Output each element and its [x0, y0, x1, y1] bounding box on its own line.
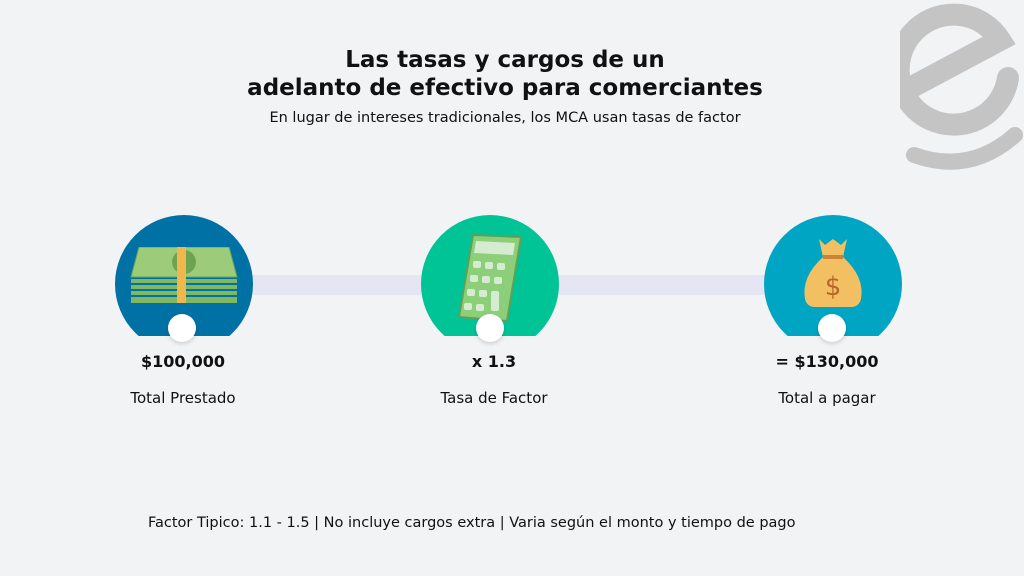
step-label: Tasa de Factor — [440, 389, 548, 407]
page-title: Las tasas y cargos de un adelanto de efec… — [0, 46, 1010, 102]
step-value: $100,000 — [140, 352, 225, 371]
step-dot — [476, 314, 504, 342]
step-dot — [168, 314, 196, 342]
calculator-icon — [457, 233, 523, 323]
footer-note: Factor Tipico: 1.1 - 1.5 | No incluye ca… — [148, 515, 796, 531]
step-value: = $130,000 — [775, 352, 879, 371]
step-tasa-factor — [420, 215, 560, 336]
money-stack-icon — [130, 247, 238, 303]
svg-text:$: $ — [825, 272, 842, 302]
title-line-2: adelanto de efectivo para comerciantes — [247, 75, 763, 101]
step-total-prestado — [114, 215, 254, 336]
step-label: Total Prestado — [130, 389, 236, 407]
step-value: x 1.3 — [471, 352, 517, 371]
logo-e-icon — [900, 3, 1023, 170]
subtitle: En lugar de intereses tradicionales, los… — [269, 110, 741, 126]
step-dot — [818, 314, 846, 342]
money-bag-icon: $ — [804, 239, 862, 307]
title-line-1: Las tasas y cargos de un — [345, 47, 665, 73]
step-label: Total a pagar — [778, 389, 876, 407]
